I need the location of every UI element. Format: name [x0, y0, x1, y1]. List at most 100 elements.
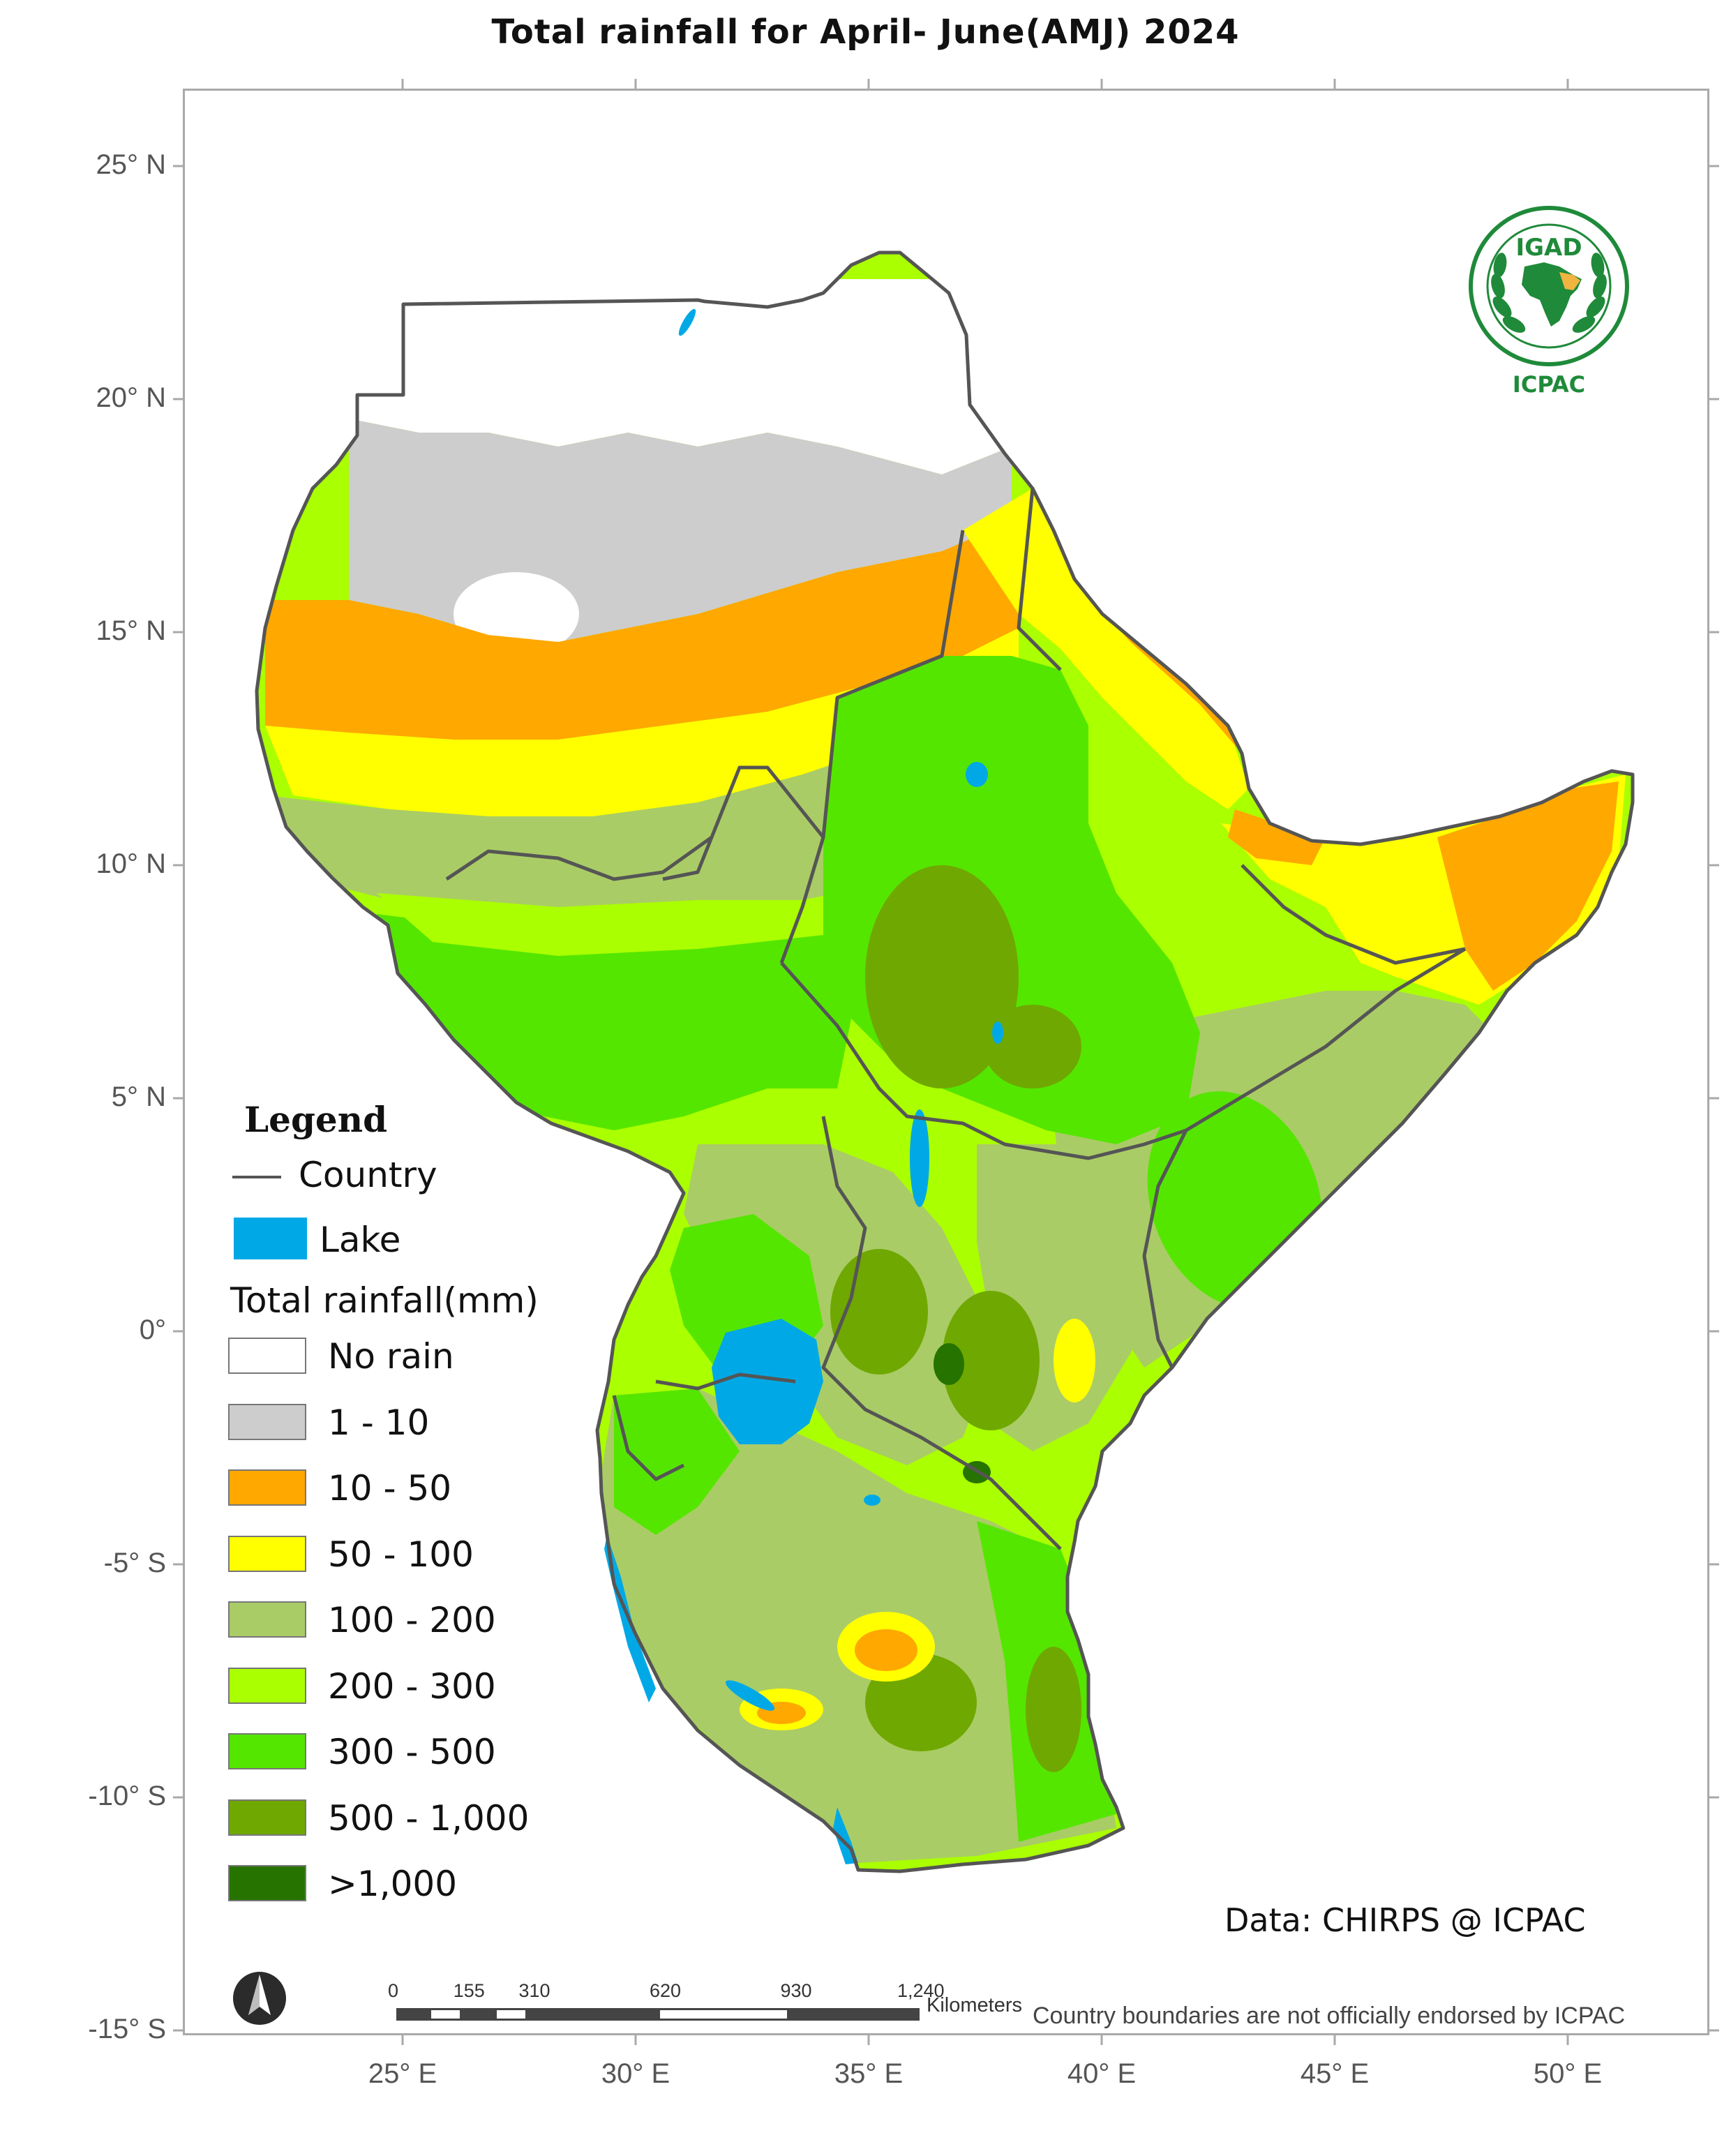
longitude-label: 30° E [601, 2058, 670, 2089]
legend-class-label: No rain [328, 1336, 454, 1377]
legend-title: Legend [244, 1099, 388, 1140]
map-title: Total rainfall for April- June(AMJ) 2024 [491, 13, 1240, 52]
boundary-disclaimer: Country boundaries are not officially en… [1033, 2002, 1626, 2029]
border-ethiopia-kenya [780, 961, 1187, 1160]
border-sudan-southsudan [445, 765, 825, 881]
scale-bar-segment [428, 2008, 462, 2021]
latitude-label: -5° S [103, 1548, 166, 1578]
lake-tana [966, 762, 988, 787]
legend-swatch [228, 1338, 306, 1374]
longitude-label: 40° E [1067, 2058, 1137, 2089]
map-frame [183, 89, 1709, 2035]
legend-class-label: 300 - 500 [328, 1732, 496, 1772]
axis-ticks [173, 79, 1719, 2045]
scale-bar-segment [396, 2008, 429, 2021]
zone-300-500-rwanda [614, 1388, 740, 1535]
zone-50-100-coast [963, 488, 1249, 809]
scale-tick-label: 620 [650, 1980, 682, 2001]
scale-unit: Kilometers [927, 1994, 1022, 2016]
lake-victoria [712, 1319, 823, 1444]
longitude-label: 25° E [368, 2058, 437, 2089]
lake-rukwa [726, 1680, 774, 1711]
legend-swatch [228, 1733, 306, 1769]
scale-bar-segment [527, 2008, 658, 2021]
legend-swatch [228, 1469, 306, 1506]
scale-tick-label: 310 [518, 1980, 550, 2001]
legend-swatch [228, 1865, 306, 1901]
border-abyei [662, 837, 714, 881]
latitude-label: 0° [139, 1315, 166, 1345]
zone-50-100-kenya [1054, 1319, 1095, 1402]
zone-no-rain [349, 279, 1012, 474]
zone-50-100 [265, 628, 1019, 816]
data-source: Data: CHIRPS @ ICPAC [1224, 1901, 1586, 1939]
outer-boundary [255, 250, 1635, 1873]
longitude-label: 45° E [1300, 2058, 1370, 2089]
lake-abaya [992, 1021, 1003, 1044]
zone-500-1000-ethiopia [865, 865, 1019, 1088]
scale-tick-label: 1,240 [897, 1980, 945, 2001]
legend-class-label: 500 - 1,000 [328, 1797, 530, 1839]
legend-class-label: 50 - 100 [328, 1534, 474, 1575]
legend-class-label: >1,000 [328, 1864, 458, 1904]
legend-swatch [228, 1535, 306, 1572]
latitude-label: 5° N [111, 1081, 166, 1112]
lake-manyara [864, 1495, 881, 1506]
border-ethiopia-somalia [1185, 947, 1467, 1132]
latitude-label: -10° S [88, 1781, 166, 1811]
lake-nasser [678, 308, 696, 336]
logo-acronym: IGAD [1515, 234, 1582, 262]
scale-tick-label: 930 [780, 1980, 812, 2001]
legend-country-line-icon [232, 1176, 281, 1178]
scale-bar-segment [788, 2008, 920, 2021]
legend-swatch [228, 1403, 306, 1440]
scale-bar-segment [461, 2008, 495, 2021]
scale-bar-segment [658, 2008, 789, 2021]
legend-lake-swatch [234, 1218, 307, 1259]
border-rwanda-burundi [612, 1395, 685, 1481]
country-borders [255, 250, 1635, 1873]
legend-class-label: 10 - 50 [328, 1468, 452, 1509]
legend-swatch [228, 1601, 306, 1638]
legend-rainfall-title: Total rainfall(mm) [230, 1280, 539, 1321]
latitude-label: 20° N [96, 382, 167, 413]
igad-seal-icon: IGAD ICPAC [1469, 206, 1629, 398]
zone-500-1000-kenya-highlands [942, 1291, 1040, 1430]
border-eritrea [1017, 488, 1062, 671]
zone-300-500-southsudan [377, 914, 851, 1130]
border-sudan-ethiopia [779, 530, 965, 964]
scale-bar-segment [494, 2008, 527, 2021]
zone-10-50 [265, 530, 1019, 740]
lake-turkana [910, 1109, 929, 1207]
zone-500-1000-ethiopia-south [984, 1005, 1081, 1088]
zone-200-300-southsudan [377, 893, 823, 956]
legend-class-label: 1 - 10 [328, 1402, 430, 1443]
latitude-label: 10° N [96, 848, 167, 879]
longitude-label: 50° E [1533, 2058, 1603, 2089]
latitude-label: -15° S [88, 2014, 166, 2044]
legend-country-label: Country [299, 1155, 437, 1195]
zone-10-50-horn [1437, 781, 1619, 991]
border-kenya-uganda-tanzania [821, 1116, 1062, 1550]
legend-class-label: 200 - 300 [328, 1665, 496, 1707]
legend-lake-label: Lake [320, 1220, 401, 1260]
border-uganda-tanzania [655, 1372, 796, 1391]
latitude-label: 15° N [96, 615, 167, 646]
legend-swatch [228, 1667, 306, 1704]
legend: Legend [227, 1099, 617, 1140]
longitude-label: 35° E [834, 2058, 904, 2089]
zone-10-50-djibouti [1228, 809, 1326, 865]
icpac-logo: IGAD ICPAC [1462, 202, 1636, 398]
north-arrow-icon [233, 1972, 286, 2025]
legend-class-label: 100 - 200 [328, 1600, 496, 1640]
scale-tick-label: 155 [453, 1980, 485, 2001]
zone-over-1000-kenya [934, 1343, 964, 1385]
zone-500-1000-tanzania-coast [1026, 1647, 1081, 1772]
zone-10-50-tanzania [855, 1629, 917, 1671]
legend-swatch [228, 1799, 306, 1836]
scale-tick-label: 0 [388, 1980, 399, 2001]
border-somaliland [1241, 864, 1466, 965]
logo-subtitle: ICPAC [1513, 371, 1585, 398]
latitude-label: 25° N [96, 149, 167, 180]
